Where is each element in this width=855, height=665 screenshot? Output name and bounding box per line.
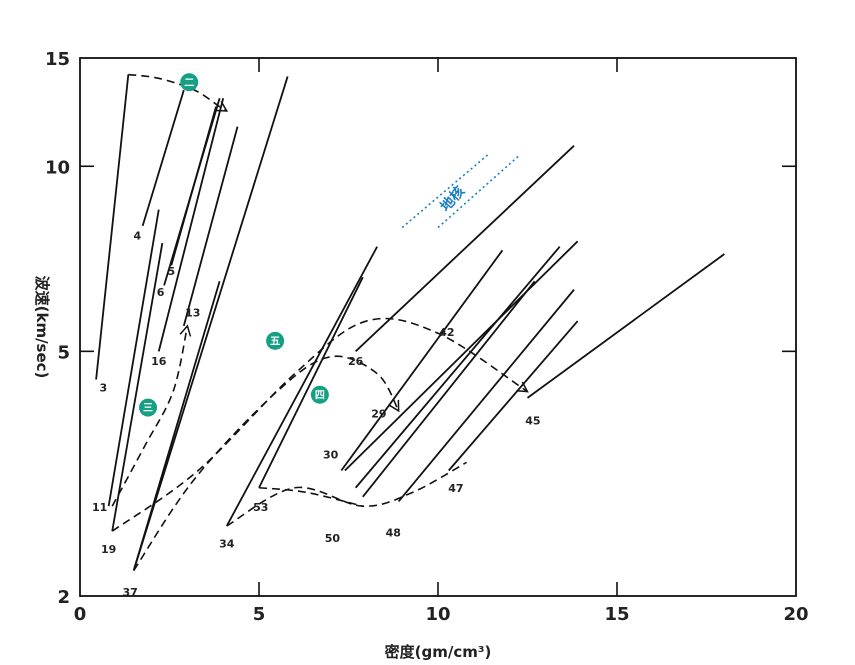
group-markers: 二三 四 五 xyxy=(139,73,329,417)
dashed-curve-1 xyxy=(128,73,228,112)
data-line-6 xyxy=(163,98,221,286)
data-line-47 xyxy=(448,320,579,472)
point-label-16: 16 xyxy=(151,355,167,368)
point-label-48: 48 xyxy=(386,526,401,539)
arrowhead-2 xyxy=(179,324,192,337)
x-tick-label: 20 xyxy=(783,604,808,625)
dashed-curve-3 xyxy=(111,317,528,532)
point-label-53: 53 xyxy=(253,501,268,514)
data-line-26 xyxy=(355,145,575,352)
data-line-3 xyxy=(95,74,130,380)
dashed-curve-2 xyxy=(111,325,189,507)
point-label-26: 26 xyxy=(348,355,364,368)
data-line-48 xyxy=(397,289,575,503)
data-line xyxy=(132,281,221,571)
data-line-53 xyxy=(258,276,364,489)
y-tick-label: 10 xyxy=(45,157,70,178)
point-label-29: 29 xyxy=(371,408,386,421)
solid-lines xyxy=(95,74,725,571)
region-boundary-1 xyxy=(401,153,489,229)
point-label-34: 34 xyxy=(219,537,235,550)
group-marker-circle-1 xyxy=(180,73,199,92)
point-label-47: 47 xyxy=(448,482,463,495)
region-boundary-2 xyxy=(437,153,521,229)
group-marker-text-3: 四 xyxy=(315,389,325,401)
data-line-50 xyxy=(362,280,536,498)
y-tick-label: 2 xyxy=(57,587,70,608)
data-line-13 xyxy=(182,126,239,327)
group-marker-circle-3 xyxy=(310,385,329,404)
data-line-11 xyxy=(107,209,160,507)
data-line-30 xyxy=(340,249,504,472)
group-marker-text-2: 三 xyxy=(143,402,153,414)
data-line-37 xyxy=(132,76,289,571)
point-label-3: 3 xyxy=(99,382,107,395)
region-band: 地核 xyxy=(401,153,521,229)
y-tick-label: 5 xyxy=(57,342,70,363)
data-line-34 xyxy=(225,246,378,527)
dashed-curve-5 xyxy=(226,461,468,527)
point-label-11: 11 xyxy=(92,501,107,514)
data-line-19 xyxy=(111,242,164,532)
group-marker-circle-4 xyxy=(266,331,285,350)
arrowhead-4 xyxy=(388,399,400,413)
arrowhead-3 xyxy=(516,381,529,393)
data-line-16 xyxy=(157,98,225,352)
x-axis-title: 密度(gm/cm³) xyxy=(385,643,492,661)
point-label-45: 45 xyxy=(525,415,540,428)
point-label-19: 19 xyxy=(101,543,116,556)
data-line-29 xyxy=(344,240,579,472)
point-label-5: 5 xyxy=(167,265,175,278)
x-tick-label: 5 xyxy=(253,604,266,625)
dashed-curve-6 xyxy=(258,486,364,507)
point-label-13: 13 xyxy=(185,306,200,319)
y-tick-label: 15 xyxy=(45,49,70,70)
point-label-50: 50 xyxy=(325,532,341,545)
group-marker-circle-2 xyxy=(139,398,158,417)
dashed-curve-4 xyxy=(133,355,400,571)
data-line-42 xyxy=(354,246,561,489)
group-marker-text-4: 五 xyxy=(270,335,280,347)
x-tick-label: 15 xyxy=(604,604,629,625)
data-line-45 xyxy=(526,253,725,399)
point-label-4: 4 xyxy=(133,230,141,243)
dashed-curves xyxy=(111,73,529,571)
point-label-6: 6 xyxy=(157,286,165,299)
data-line-4 xyxy=(141,89,185,227)
arrowhead-1 xyxy=(215,101,229,112)
point-label-37: 37 xyxy=(122,586,137,599)
x-tick-label: 0 xyxy=(74,604,87,625)
point-label-42: 42 xyxy=(439,326,454,339)
y-axis-title: 波速(km/sec) xyxy=(33,276,51,379)
region-label: 地核 xyxy=(437,183,468,215)
point-label-30: 30 xyxy=(323,448,339,461)
x-tick-label: 10 xyxy=(425,604,450,625)
group-marker-text-1: 二 xyxy=(184,77,194,89)
